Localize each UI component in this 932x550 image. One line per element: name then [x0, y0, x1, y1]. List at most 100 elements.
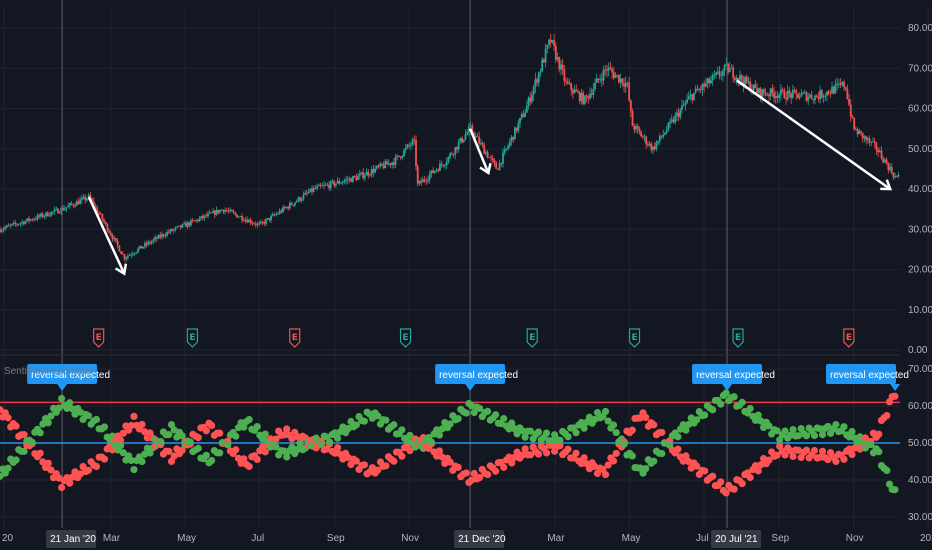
candle-body — [802, 92, 804, 94]
reversal-callout: reversal expected — [692, 364, 775, 391]
candle-body — [316, 186, 319, 189]
candle-body — [549, 39, 552, 43]
indicator-legend[interactable]: Sentiment Estimator — [4, 366, 95, 377]
candle-body — [120, 251, 122, 254]
candle-body — [667, 122, 670, 131]
candle-body — [331, 181, 334, 182]
candle-body — [790, 93, 793, 98]
candle-body — [121, 253, 124, 255]
candle-body — [173, 229, 175, 231]
candle-body — [629, 100, 632, 112]
earnings-marker-shape — [93, 328, 105, 348]
candle-body — [621, 78, 624, 84]
candle-body — [33, 219, 36, 220]
sentiment-green-dot — [261, 430, 269, 438]
sentiment-red-dot — [170, 452, 178, 460]
candle-body — [822, 96, 825, 98]
candle-body — [24, 220, 27, 224]
candle-body — [824, 95, 827, 97]
crosshair-date-label: 21 Dec '20 — [458, 534, 506, 545]
sentiment-red-dot — [891, 392, 899, 400]
candle-body — [294, 202, 296, 205]
candle-body — [369, 174, 371, 176]
earnings-marker[interactable]: E — [526, 328, 538, 348]
candle-body — [7, 225, 10, 227]
candle-body — [727, 63, 729, 73]
earnings-marker[interactable]: E — [399, 328, 412, 348]
candle-body — [155, 237, 158, 239]
candle-body — [479, 142, 482, 144]
time-axis[interactable]: 20 Mar May Jul Sep Nov Mar May Jul Sep Nov 2022 21 J… — [2, 530, 932, 548]
candle-body — [873, 141, 876, 144]
candle-body — [207, 213, 209, 217]
candle-body — [26, 218, 29, 221]
candle-body — [464, 134, 467, 140]
sentiment-tick-label: 40.00 — [908, 475, 932, 486]
earnings-marker[interactable]: E — [732, 328, 744, 348]
candle-body — [885, 159, 888, 164]
sentiment-red-dot — [765, 456, 773, 464]
candle-body — [362, 172, 365, 178]
candle-body — [164, 235, 167, 237]
sentiment-tick-label: 70.00 — [908, 364, 932, 375]
candle-body — [346, 179, 349, 181]
candle-body — [522, 114, 525, 117]
candle-body — [456, 147, 458, 150]
candle-body — [575, 89, 578, 92]
candle-body — [386, 161, 388, 165]
candle-body — [50, 211, 53, 216]
candle-body — [125, 257, 128, 260]
candle-body — [740, 74, 743, 81]
candle-body — [808, 94, 811, 98]
candle-body — [744, 76, 746, 86]
earnings-marker[interactable]: E — [628, 328, 641, 348]
sentiment-green-dot — [722, 389, 730, 397]
earnings-marker[interactable]: E — [93, 328, 105, 348]
sentiment-red-dot — [757, 461, 765, 469]
sentiment-green-dot — [216, 449, 224, 457]
candle-body — [466, 132, 469, 135]
sentiment-green-dot — [484, 407, 492, 415]
sentiment-green-dot — [293, 445, 302, 454]
earnings-marker[interactable]: E — [289, 328, 301, 348]
sentiment-green-dot — [374, 412, 382, 420]
earnings-marker[interactable]: E — [843, 328, 855, 348]
candle-body — [865, 136, 868, 140]
candle-body — [46, 212, 49, 217]
sentiment-red-dot — [773, 451, 781, 459]
candle-body — [795, 90, 798, 94]
candle-body — [249, 219, 252, 224]
candle-body — [237, 216, 240, 218]
sentiment-red-dot — [272, 435, 280, 443]
candle-body — [307, 192, 310, 194]
sentiment-red-dot — [216, 429, 224, 437]
candle-body — [703, 84, 706, 87]
sentiment-red-dot — [564, 445, 572, 453]
candle-body — [515, 127, 518, 131]
sentiment-green-dot — [435, 431, 444, 439]
candle-body — [246, 219, 249, 223]
candle-body — [716, 71, 719, 73]
price-axis[interactable]: 0.00 10.00 20.00 30.00 40.00 50.00 60.00 70.00 8… — [908, 23, 932, 523]
candle-body — [635, 126, 637, 130]
candle-body — [664, 132, 666, 135]
sentiment-green-dot — [165, 431, 173, 439]
price-tick-label: 70.00 — [908, 63, 932, 74]
candle-body — [844, 87, 847, 90]
earnings-marker[interactable]: E — [186, 328, 199, 348]
candle-body — [169, 229, 172, 233]
candle-body — [367, 171, 370, 176]
sentiment-red-dot — [240, 455, 248, 463]
candle-body — [607, 67, 610, 71]
candle-body — [69, 203, 71, 206]
candle-body — [728, 68, 731, 73]
candle-body — [733, 78, 736, 80]
reversal-callout-text: reversal expected — [439, 370, 518, 381]
candle-body — [563, 69, 566, 81]
crosshair-date-box — [454, 530, 505, 548]
sentiment-red-dot — [781, 451, 789, 459]
sentiment-green-dot — [773, 427, 781, 435]
sentiment-red-dot — [368, 464, 377, 472]
sentiment-red-dot — [36, 449, 44, 457]
